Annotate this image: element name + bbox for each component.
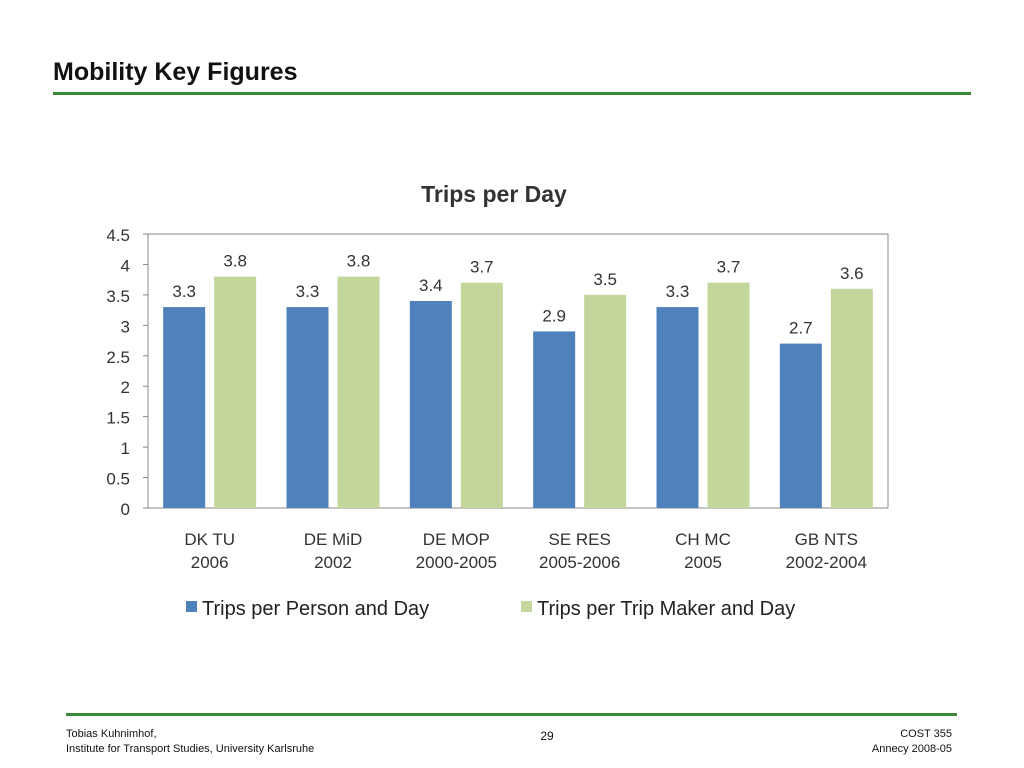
footer-event-block: COST 355 Annecy 2008-05 (872, 727, 952, 757)
bar (779, 343, 822, 508)
y-axis: 0 0.5 1 1.5 2 2.5 3 3.5 4 4.5 (106, 226, 889, 519)
footer-event: COST 355 (900, 728, 952, 740)
legend-label: Trips per Trip Maker and Day (537, 598, 795, 620)
legend-label: Trips per Person and Day (202, 598, 429, 620)
bar (533, 331, 576, 508)
x-category-label: 2006 (191, 553, 229, 572)
bar (214, 276, 257, 508)
legend-swatch (521, 601, 532, 612)
page-number: 29 (540, 729, 554, 743)
y-tick-label: 3 (121, 317, 130, 336)
x-category-label: DE MOP (423, 530, 490, 549)
footer-event-date: Annecy 2008-05 (871, 743, 952, 755)
bar (656, 307, 699, 508)
x-axis: DK TU 2006 DE MiD 2002 DE MOP 2000-2005 SE RES… (184, 530, 867, 572)
x-category-label: 2000-2005 (416, 553, 497, 572)
x-category-label: 2002-2004 (786, 553, 867, 572)
data-labels: 3.3 3.8 3.3 3.8 3.4 3.7 2.9 3.5 3.3 3.7 2.7 3.6 (172, 252, 863, 338)
bar (163, 307, 206, 508)
x-category-label: SE RES (548, 530, 610, 549)
y-tick-label: 1.5 (106, 409, 130, 428)
footer-divider (66, 713, 957, 716)
y-tick-label: 1 (121, 439, 130, 458)
x-category-label: 2002 (314, 553, 352, 572)
x-category-label: 2005 (684, 553, 722, 572)
bars (163, 276, 873, 508)
bar-value-label: 3.3 (172, 282, 196, 301)
bar-value-label: 3.7 (717, 258, 741, 277)
y-tick-label: 0.5 (106, 470, 130, 489)
slide-title: Mobility Key Figures (53, 58, 298, 86)
bar (707, 282, 750, 508)
bar-value-label: 3.4 (419, 276, 443, 295)
bar (286, 307, 329, 508)
bar (584, 294, 627, 508)
bar-value-label: 3.3 (296, 282, 320, 301)
bar-value-label: 3.6 (840, 264, 864, 283)
bar-value-label: 3.8 (223, 252, 247, 271)
y-tick-label: 2 (121, 378, 130, 397)
x-category-label: CH MC (675, 530, 731, 549)
bar-value-label: 2.7 (789, 319, 813, 338)
bar-value-label: 3.7 (470, 258, 494, 277)
bar-value-label: 2.9 (542, 306, 566, 325)
legend: Trips per Person and Day Trips per Trip M… (186, 598, 795, 620)
y-tick-label: 4 (121, 256, 130, 275)
bar (409, 300, 452, 508)
footer-author: Tobias Kuhnimhof, (66, 728, 157, 740)
bar-value-label: 3.5 (593, 270, 617, 289)
x-category-label: GB NTS (795, 530, 858, 549)
title-divider (53, 92, 971, 95)
x-category-label: DK TU (184, 530, 235, 549)
y-tick-label: 0 (121, 500, 130, 519)
bar-value-label: 3.8 (347, 252, 371, 271)
bar-value-label: 3.3 (666, 282, 690, 301)
footer-author-block: Tobias Kuhnimhof, Institute for Transpor… (66, 727, 314, 757)
y-tick-label: 2.5 (106, 348, 130, 367)
x-category-label: DE MiD (304, 530, 363, 549)
bar (830, 288, 873, 508)
plot-area-frame (147, 233, 889, 509)
bar (460, 282, 503, 508)
bar (337, 276, 380, 508)
y-tick-label: 4.5 (106, 226, 130, 245)
chart-title: Trips per Day (421, 181, 567, 207)
legend-swatch (186, 601, 197, 612)
y-tick-label: 3.5 (106, 287, 130, 306)
footer-institute: Institute for Transport Studies, Univers… (66, 743, 315, 755)
x-category-label: 2005-2006 (539, 553, 620, 572)
